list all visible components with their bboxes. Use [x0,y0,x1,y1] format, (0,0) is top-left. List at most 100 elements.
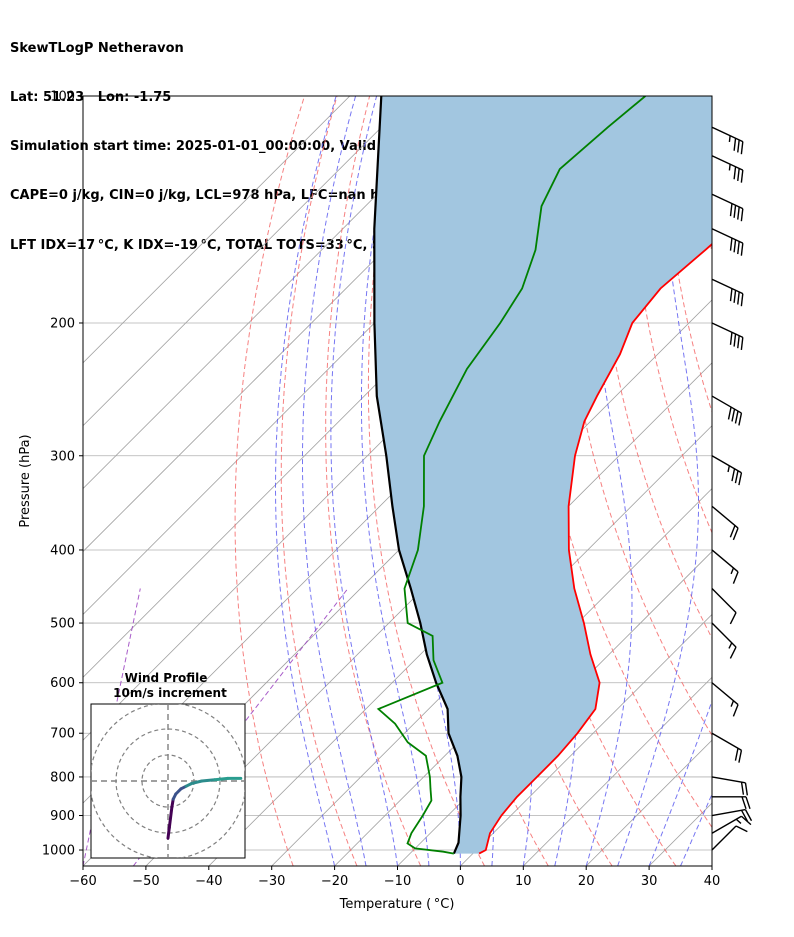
barb-flag [729,237,733,251]
moist-adiabat [617,96,699,866]
moist-adiabat [680,793,712,866]
dry-adiabat [325,96,422,866]
isotherm-line [83,96,413,427]
hodograph-segment [166,826,171,840]
moist-adiabat [275,96,337,866]
barb-flag [731,468,736,482]
barb-flag [744,809,753,822]
barb-staff [711,588,737,614]
barb-staff [711,322,744,338]
y-tick-label: 400 [50,543,75,558]
location-line: Lat: 51.23 Lon: -1.75 [10,90,172,106]
barb-flag [737,139,740,153]
hodograph-inset: Wind Profile 10m/s increment [90,671,246,859]
dry-adiabat [595,96,712,640]
barb-flag [729,288,733,302]
wind-barb [711,732,743,763]
wind-barb [711,808,753,822]
barb-flag [740,809,749,822]
y-axis-label: Pressure (hPa) [18,434,33,527]
moist-adiabat [585,96,633,866]
y-tick-label: 500 [50,617,75,632]
barb-flag [740,243,744,256]
dry-adiabat [234,96,305,866]
barb-flag [733,333,737,347]
y-tick-label: 300 [50,449,75,464]
barb-flag [745,796,751,810]
wind-barb [711,155,744,183]
profile-layer [373,96,712,855]
barb-flag [732,527,739,541]
dewpoint-profile-line [376,96,646,855]
barb-staff [711,126,744,143]
dry-adiabat [367,96,485,866]
dry-adiabat [761,96,794,866]
parcel-profile-line [373,96,463,855]
x-tick-label: −30 [258,874,285,889]
barb-flag [734,748,739,761]
barb-flag [744,782,749,796]
dry-adiabat [662,96,712,414]
wind-barb [711,193,744,222]
hodograph-subtitle: 10m/s increment [113,686,227,700]
barb-flag [738,750,743,763]
barb-flag [733,138,737,151]
x-tick-label: −40 [195,874,222,889]
barb-flag [740,815,752,826]
wind-barb [711,505,739,541]
wind-barb [711,549,739,584]
barb-flag [737,335,740,349]
barb-flag [740,782,745,795]
barb-staff [711,395,742,414]
wind-barb-layer [711,126,753,851]
isotherm-line [460,613,712,866]
barb-flag [740,208,744,222]
wind-barb [711,126,744,155]
shade-layer [374,96,712,854]
isotherm-line [83,96,476,490]
barb-staff [711,228,744,244]
wind-barb [711,228,744,256]
barb-flag [731,408,736,422]
wind-barb [711,588,737,625]
barb-staff [711,776,746,784]
barb-flag [734,470,739,484]
barb-flag [732,571,739,584]
barb-flag [738,412,743,426]
barb-flag [734,410,739,424]
wind-barb [711,815,752,834]
y-tick-label: 900 [50,809,75,824]
barb-flag [733,166,737,180]
x-tick-label: −20 [321,874,348,889]
moist-adiabat [302,96,367,866]
barb-half-flag [728,135,731,143]
barb-flag [729,612,737,625]
hodograph-segment [167,805,174,830]
isotherm-line [711,865,712,866]
barb-half-flag [730,700,735,707]
x-tick-label: −10 [384,874,411,889]
barb-flag [729,203,733,217]
wind-barb [711,455,743,486]
wind-barb [711,682,739,717]
wind-barb [711,825,748,851]
barb-flag [740,293,744,307]
barb-flag [741,796,747,810]
mixing-ratio-line [83,588,141,866]
moist-adiabat [711,864,712,866]
x-tick-label: 40 [704,874,721,889]
barb-staff [711,505,739,529]
y-tick-label: 100 [50,90,75,105]
barb-half-flag [735,818,742,824]
barb-flag [729,646,737,659]
hodograph-segment [189,779,204,786]
y-tick-label: 200 [50,316,75,331]
barb-flag [733,205,737,218]
barb-staff [711,549,739,573]
x-tick-label: 0 [456,874,464,889]
moist-adiabat [361,96,430,866]
y-tick-label: 800 [50,770,75,785]
y-tick-label: 700 [50,727,75,742]
barb-half-flag [727,465,731,473]
